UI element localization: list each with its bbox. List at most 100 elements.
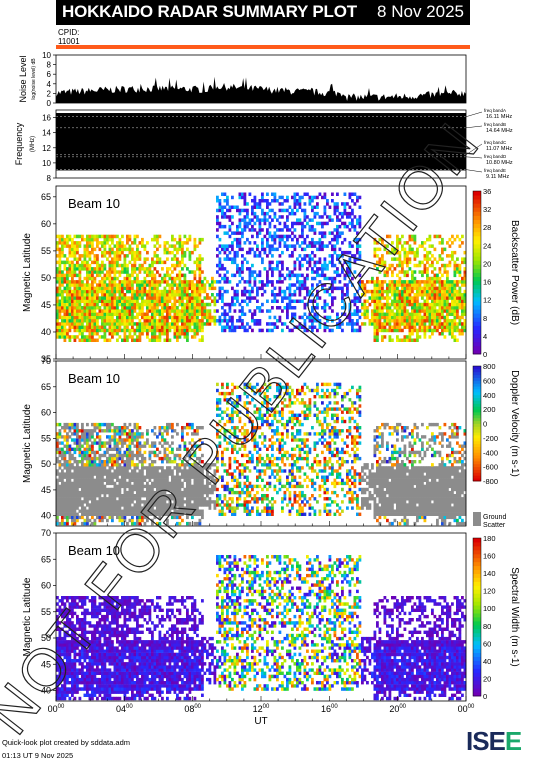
power-panel-cell <box>178 302 182 307</box>
power-panel-cell <box>63 263 67 268</box>
velocity-panel-cell <box>101 497 104 501</box>
velocity-panel-cell <box>131 521 134 526</box>
power-panel-cell <box>88 296 92 300</box>
velocity-panel-cell <box>68 506 72 510</box>
power-panel-cell <box>458 299 462 303</box>
power-panel-cell <box>121 247 124 252</box>
power-panel-cell <box>316 211 319 216</box>
power-panel-cell <box>308 244 312 248</box>
noise-y-tick-label: 0 <box>47 99 52 108</box>
power-panel-cell <box>331 319 334 323</box>
velocity-panel-cell <box>118 453 122 458</box>
power-panel-cell <box>336 286 339 291</box>
power-panel-cell <box>151 296 154 300</box>
velocity-panel-cell <box>61 497 64 501</box>
velocity-panel-cell <box>61 456 64 461</box>
power-panel-cell <box>178 312 182 316</box>
velocity-panel-cell <box>158 426 162 430</box>
power-panel-cell <box>161 280 164 284</box>
power-panel-cell <box>413 237 417 242</box>
power-panel-cell <box>406 280 409 284</box>
velocity-panel-cell <box>66 432 69 436</box>
velocity-panel-cell <box>176 497 179 501</box>
velocity-panel-cell <box>131 463 134 467</box>
power-panel-cell <box>358 328 362 333</box>
power-panel-cell <box>441 241 444 245</box>
power-panel-cell <box>178 325 182 329</box>
power-panel-cell <box>351 221 354 226</box>
velocity-panel-cell <box>188 426 192 430</box>
velocity-panel-cell <box>151 472 154 476</box>
velocity-panel-cell <box>101 506 104 510</box>
power-panel-cell <box>313 195 317 200</box>
power-panel-cell <box>101 286 104 291</box>
power-panel-cell <box>446 328 449 333</box>
velocity-panel-cell <box>116 503 119 507</box>
power-panel-cell <box>116 234 119 239</box>
power-panel-cell <box>88 299 92 303</box>
power-panel-cell <box>376 306 379 310</box>
power-panel-cell <box>343 192 347 196</box>
power-panel-cell <box>163 302 167 307</box>
power-panel-cell <box>433 276 437 281</box>
power-panel-cell <box>163 306 167 310</box>
power-panel-cell <box>336 267 339 271</box>
power-panel-cell <box>391 338 394 342</box>
power-panel-cell <box>373 328 377 333</box>
velocity-panel-cell <box>136 435 139 439</box>
velocity-panel-cell <box>128 463 132 467</box>
velocity-panel-cell <box>101 466 104 470</box>
velocity-panel-cell <box>141 444 144 448</box>
power-panel-cell <box>276 247 279 252</box>
power-panel-cell <box>288 283 292 287</box>
noise-y-tick-label: 6 <box>47 70 52 79</box>
power-panel-cell <box>83 250 87 255</box>
power-panel-cell <box>441 306 444 310</box>
velocity-panel-cell <box>176 481 179 486</box>
velocity-panel-cell <box>158 500 162 504</box>
power-panel-cell <box>118 263 122 268</box>
power-panel-cell <box>393 299 397 303</box>
power-panel-cell <box>153 276 157 281</box>
power-panel-cell <box>141 286 144 291</box>
power-panel-cell <box>196 283 199 287</box>
power-panel-cell <box>393 257 397 261</box>
power-panel-cell <box>228 309 232 313</box>
power-panel-cell <box>233 325 237 329</box>
velocity-panel-cell <box>131 429 134 433</box>
velocity-panel-cell <box>56 500 59 504</box>
power-panel-cell <box>121 270 124 274</box>
velocity-panel-cell <box>176 432 179 436</box>
power-panel-cell <box>246 302 249 307</box>
velocity-panel-cell <box>191 469 194 473</box>
velocity-panel-cell <box>141 494 144 498</box>
power-panel-cell <box>381 296 384 300</box>
power-panel-cell <box>83 263 87 268</box>
power-panel-cell <box>218 205 222 209</box>
power-panel-cell <box>241 263 244 268</box>
power-panel-cell <box>131 335 134 339</box>
power-panel-cell <box>358 273 362 278</box>
power-panel-cell <box>76 247 79 252</box>
power-panel-cell <box>456 283 459 287</box>
power-panel-cell <box>391 241 394 245</box>
power-panel-cell <box>151 263 154 268</box>
power-panel-cell <box>403 260 407 265</box>
power-panel-cell <box>241 208 244 213</box>
velocity-panel-cell <box>138 509 142 513</box>
power-panel-cell <box>111 299 114 303</box>
power-panel-cell <box>83 257 87 261</box>
power-panel-cell <box>446 319 449 323</box>
power-panel-cell <box>71 247 74 252</box>
power-panel-cell <box>248 309 252 313</box>
power-panel-cell <box>86 335 89 339</box>
power-panel-cell <box>311 276 314 281</box>
power-panel-cell <box>236 241 239 245</box>
velocity-panel-cell <box>113 512 117 516</box>
power-panel-cell <box>246 296 249 300</box>
velocity-panel-cell <box>158 484 162 489</box>
power-panel-cell <box>61 276 64 281</box>
power-panel-cell <box>351 276 354 281</box>
power-panel-cell <box>101 280 104 284</box>
